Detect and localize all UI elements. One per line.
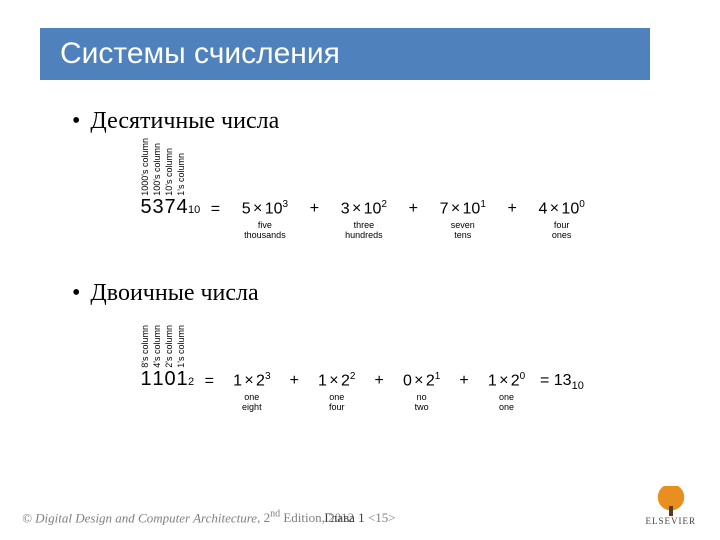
bullet-dot-icon: • bbox=[72, 280, 80, 307]
slide-title-bar: Системы счисления bbox=[40, 28, 650, 80]
col-label: 1000's column bbox=[140, 138, 150, 196]
col-label: 2's column bbox=[164, 325, 174, 368]
binary-diagram: 8's column 4's column 2's column 1's col… bbox=[140, 312, 700, 392]
digit: 1 bbox=[140, 368, 152, 391]
binary-equation: 1 1 0 1 2 = 1×23 oneeight + 1×22 onefour… bbox=[140, 368, 700, 392]
col-label: 1's column bbox=[176, 325, 186, 368]
col-label: 1's column bbox=[176, 153, 186, 196]
bullet-decimal: • Десятичные числа bbox=[72, 108, 279, 135]
bullet-binary: • Двоичные числа bbox=[72, 280, 259, 307]
decimal-equation: 5 3 7 4 10 = 5×103 fivethousands + 3×102… bbox=[140, 196, 700, 219]
publisher-name: ELSEVIER bbox=[646, 516, 697, 526]
bullet-decimal-text: Десятичные числа bbox=[90, 108, 279, 135]
decimal-column-labels: 1000's column 100's column 10's column 1… bbox=[140, 140, 700, 196]
col-label: 8's column bbox=[140, 325, 150, 368]
digit: 5 bbox=[140, 196, 152, 219]
binary-expansion: = 1×23 oneeight + 1×22 onefour + 0×21 no… bbox=[200, 371, 584, 393]
decimal-diagram: 1000's column 100's column 10's column 1… bbox=[140, 140, 700, 219]
digit: 0 bbox=[164, 368, 176, 391]
bullet-dot-icon: • bbox=[72, 108, 80, 135]
digit: 4 bbox=[176, 196, 188, 219]
binary-base: 2 bbox=[188, 376, 194, 388]
footer-chapter: Глава 1 <15> bbox=[0, 510, 720, 526]
term: 1×22 onefour bbox=[308, 371, 366, 390]
digit: 7 bbox=[164, 196, 176, 219]
term: 3×102 threehundreds bbox=[328, 199, 400, 218]
term: 0×21 notwo bbox=[393, 371, 451, 390]
term: 1×23 oneeight bbox=[223, 371, 281, 390]
publisher-logo: ELSEVIER bbox=[646, 486, 697, 526]
term: 1×20 oneone bbox=[478, 371, 536, 390]
decimal-expansion: = 5×103 fivethousands + 3×102 threehundr… bbox=[206, 199, 597, 218]
decimal-number: 5 3 7 4 bbox=[140, 196, 188, 219]
col-label: 100's column bbox=[152, 143, 162, 196]
col-label: 10's column bbox=[164, 148, 174, 196]
slide-title: Системы счисления bbox=[60, 37, 340, 71]
tree-icon bbox=[657, 486, 685, 514]
term: 5×103 fivethousands bbox=[229, 199, 301, 218]
binary-number: 1 1 0 1 bbox=[140, 368, 188, 391]
col-label: 4's column bbox=[152, 325, 162, 368]
digit: 1 bbox=[176, 368, 188, 391]
decimal-base: 10 bbox=[188, 204, 200, 216]
bullet-binary-text: Двоичные числа bbox=[90, 280, 258, 307]
term: 7×101 seventens bbox=[427, 199, 499, 218]
term: 4×100 fourones bbox=[526, 199, 598, 218]
binary-column-labels: 8's column 4's column 2's column 1's col… bbox=[140, 312, 700, 368]
digit: 3 bbox=[152, 196, 164, 219]
digit: 1 bbox=[152, 368, 164, 391]
binary-result: = 1310 bbox=[540, 372, 584, 389]
